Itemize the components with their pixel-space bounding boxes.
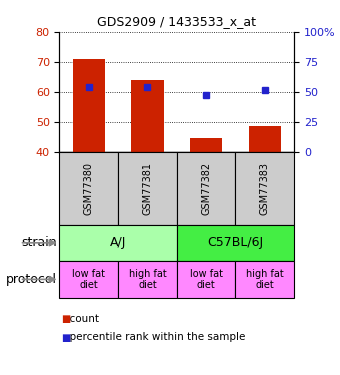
Text: C57BL/6J: C57BL/6J bbox=[207, 236, 264, 249]
Bar bbox=[177, 225, 294, 261]
Bar bbox=[235, 261, 294, 298]
Text: percentile rank within the sample: percentile rank within the sample bbox=[63, 333, 245, 342]
Bar bbox=[190, 138, 222, 152]
Text: GSM77381: GSM77381 bbox=[142, 162, 152, 215]
Text: strain: strain bbox=[21, 236, 57, 249]
Text: low fat
diet: low fat diet bbox=[190, 268, 223, 290]
Title: GDS2909 / 1433533_x_at: GDS2909 / 1433533_x_at bbox=[97, 15, 256, 28]
Text: ■: ■ bbox=[61, 314, 70, 324]
Bar bbox=[235, 152, 294, 225]
Text: ■: ■ bbox=[61, 333, 70, 342]
Text: high fat
diet: high fat diet bbox=[246, 268, 284, 290]
Text: protocol: protocol bbox=[6, 273, 57, 286]
Bar bbox=[118, 261, 177, 298]
Text: GSM77380: GSM77380 bbox=[84, 162, 94, 215]
Bar bbox=[73, 59, 105, 152]
Bar bbox=[59, 152, 118, 225]
Bar bbox=[249, 126, 281, 152]
Text: GSM77383: GSM77383 bbox=[260, 162, 270, 215]
Bar bbox=[131, 80, 164, 152]
Text: count: count bbox=[63, 314, 99, 324]
Text: GSM77382: GSM77382 bbox=[201, 162, 211, 215]
Bar bbox=[177, 261, 235, 298]
Bar bbox=[59, 225, 177, 261]
Bar bbox=[118, 152, 177, 225]
Text: low fat
diet: low fat diet bbox=[72, 268, 105, 290]
Bar bbox=[59, 261, 118, 298]
Text: A/J: A/J bbox=[110, 236, 126, 249]
Bar bbox=[177, 152, 235, 225]
Text: high fat
diet: high fat diet bbox=[129, 268, 166, 290]
